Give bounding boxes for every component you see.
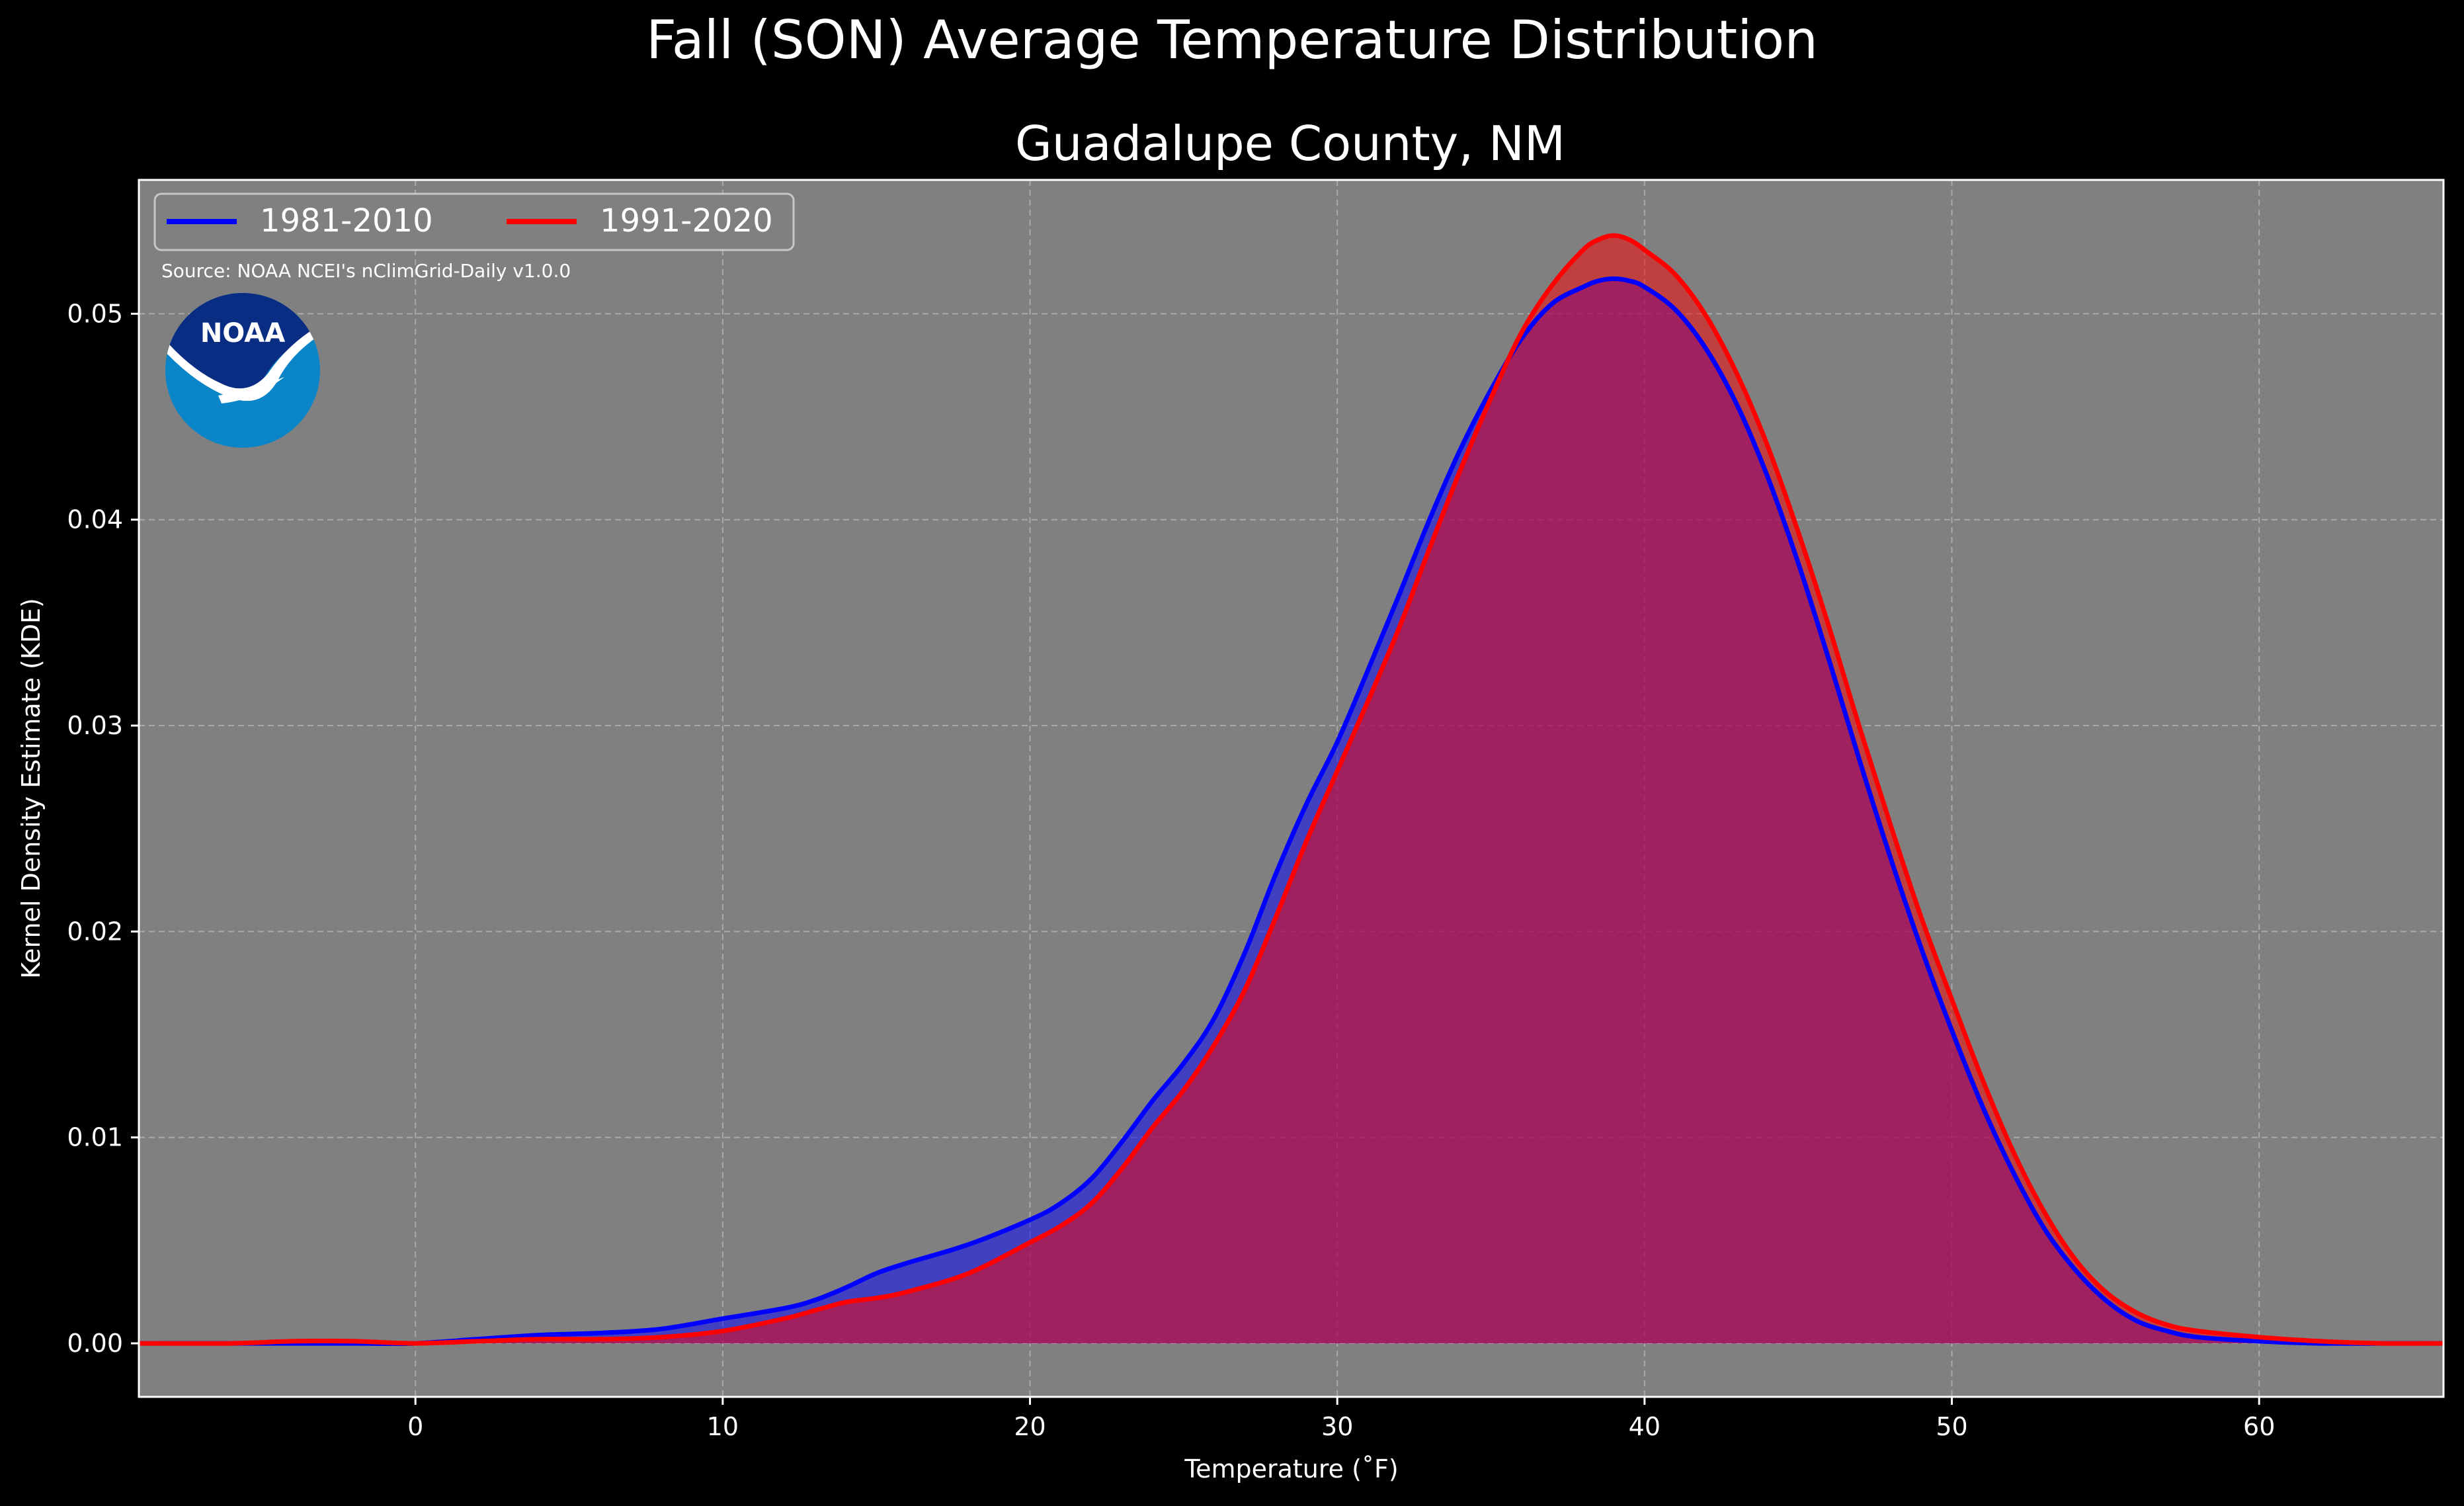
x-tick-label: 40 [1629, 1412, 1661, 1441]
y-tick-label: 0.03 [67, 711, 123, 740]
source-note: Source: NOAA NCEI's nClimGrid-Daily v1.0… [161, 260, 571, 282]
area-1991-2020 [139, 235, 2443, 1344]
figure-suptitle: Fall (SON) Average Temperature Distribut… [646, 9, 1818, 71]
y-tick-label: 0.02 [67, 917, 123, 946]
x-axis-ticks: 0 10 20 30 40 50 60 [407, 1397, 2275, 1441]
x-tick-label: 50 [1936, 1412, 1967, 1441]
legend-label-1981-2010: 1981-2010 [260, 202, 433, 239]
plot-frame [138, 179, 2445, 1398]
x-tick-label: 0 [407, 1412, 423, 1441]
line-1981-2010 [139, 276, 2443, 1347]
x-axis-label: Temperature (˚F) [1184, 1454, 1398, 1484]
y-tick-label: 0.05 [67, 299, 123, 328]
y-axis-ticks: 0.00 0.01 0.02 0.03 0.04 0.05 [67, 299, 139, 1358]
chart-title: Guadalupe County, NM [1015, 116, 1565, 171]
x-tick-label: 20 [1014, 1412, 1046, 1441]
y-tick-label: 0.00 [67, 1329, 123, 1358]
legend-label-1991-2020: 1991-2020 [600, 202, 773, 239]
legend-box [153, 192, 795, 251]
y-tick-label: 0.04 [67, 505, 123, 534]
y-tick-label: 0.01 [67, 1123, 123, 1152]
x-tick-label: 10 [707, 1412, 739, 1441]
x-tick-label: 60 [2243, 1412, 2275, 1441]
series-lines [138, 233, 2444, 1347]
y-axis-label: Kernel Density Estimate (KDE) [17, 598, 46, 979]
line-1991-2020 [138, 233, 2444, 1346]
series-areas [139, 235, 2443, 1344]
noaa-logo-text: NOAA [200, 318, 285, 349]
noaa-logo: NOAA [165, 293, 320, 448]
x-tick-label: 30 [1321, 1412, 1353, 1441]
legend: 1981-2010 1991-2020 [153, 192, 795, 251]
